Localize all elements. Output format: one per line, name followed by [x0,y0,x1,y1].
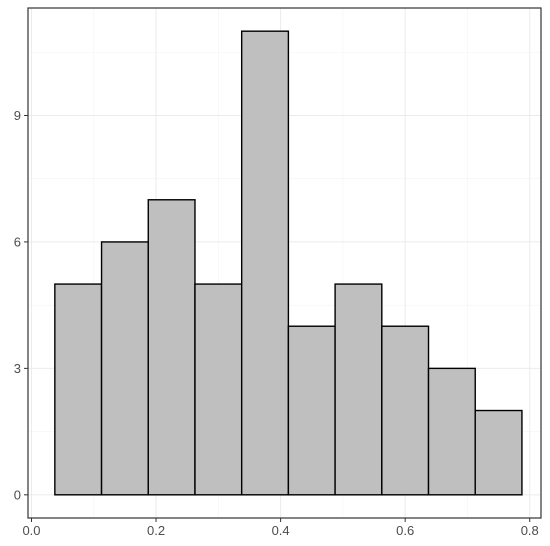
y-tick-label: 9 [14,108,21,123]
histogram-bar [240,30,290,496]
x-tick-label: 0.2 [147,523,165,538]
panel-border [27,7,542,519]
y-tick-label: 3 [14,361,21,376]
x-tick-label: 0.8 [521,523,539,538]
histogram-bar [427,367,476,496]
bars [54,30,523,496]
histogram-bar [147,199,196,496]
histogram-bar [100,241,149,496]
histogram-bar [194,283,243,496]
x-axis: 0.0 0.2 0.4 0.6 0.8 [22,518,539,538]
y-tick-label: 6 [14,234,21,249]
x-tick-label: 0.0 [22,523,40,538]
y-tick-label: 0 [14,487,21,502]
x-tick-label: 0.4 [272,523,290,538]
histogram-bar [54,283,103,496]
x-tick-label: 0.6 [396,523,414,538]
histogram-bar [381,325,430,496]
histogram-bar [287,325,336,496]
y-axis: 0 3 6 9 [14,108,28,502]
histogram-bar [334,283,383,496]
histogram-bar [474,409,523,496]
